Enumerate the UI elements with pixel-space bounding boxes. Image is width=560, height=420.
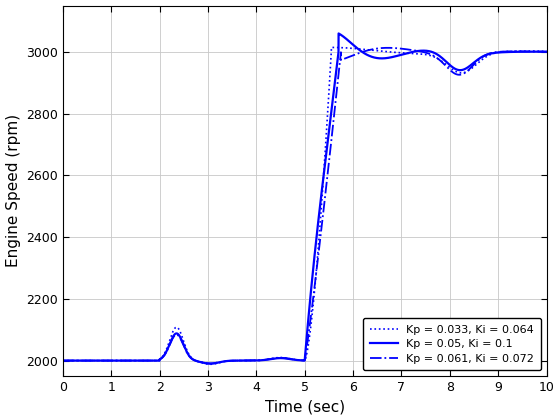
Kp = 0.061, Ki = 0.072 — [147, 358, 154, 363]
Kp = 0.033, Ki = 0.064 — [350, 46, 357, 51]
Kp = 0.033, Ki = 0.064 — [329, 45, 335, 50]
Kp = 0.05, Ki = 0.1 — [147, 358, 154, 363]
Kp = 0.033, Ki = 0.064 — [421, 52, 427, 57]
Kp = 0.05, Ki = 0.1 — [59, 358, 66, 363]
Kp = 0.061, Ki = 0.072 — [458, 72, 464, 77]
Kp = 0.05, Ki = 0.1 — [543, 49, 550, 54]
Kp = 0.05, Ki = 0.1 — [244, 358, 251, 363]
Line: Kp = 0.061, Ki = 0.072: Kp = 0.061, Ki = 0.072 — [63, 48, 547, 363]
Legend: Kp = 0.033, Ki = 0.064, Kp = 0.05, Ki = 0.1, Kp = 0.061, Ki = 0.072: Kp = 0.033, Ki = 0.064, Kp = 0.05, Ki = … — [363, 318, 541, 370]
Y-axis label: Engine Speed (rpm): Engine Speed (rpm) — [6, 114, 21, 268]
Kp = 0.061, Ki = 0.072 — [374, 46, 381, 51]
Kp = 0.033, Ki = 0.064 — [543, 49, 550, 54]
X-axis label: Time (sec): Time (sec) — [265, 399, 345, 415]
Kp = 0.05, Ki = 0.1 — [421, 48, 427, 53]
Kp = 0.033, Ki = 0.064 — [147, 358, 154, 363]
Kp = 0.033, Ki = 0.064 — [458, 71, 464, 76]
Kp = 0.033, Ki = 0.064 — [374, 48, 381, 53]
Line: Kp = 0.05, Ki = 0.1: Kp = 0.05, Ki = 0.1 — [63, 34, 547, 364]
Kp = 0.05, Ki = 0.1 — [207, 361, 214, 366]
Line: Kp = 0.033, Ki = 0.064: Kp = 0.033, Ki = 0.064 — [63, 47, 547, 364]
Kp = 0.033, Ki = 0.064 — [244, 358, 251, 363]
Kp = 0.061, Ki = 0.072 — [59, 358, 66, 363]
Kp = 0.061, Ki = 0.072 — [349, 53, 356, 58]
Kp = 0.033, Ki = 0.064 — [207, 362, 214, 367]
Kp = 0.05, Ki = 0.1 — [350, 42, 357, 47]
Kp = 0.05, Ki = 0.1 — [335, 31, 342, 36]
Kp = 0.05, Ki = 0.1 — [374, 55, 381, 60]
Kp = 0.061, Ki = 0.072 — [385, 45, 391, 50]
Kp = 0.061, Ki = 0.072 — [543, 49, 550, 54]
Kp = 0.033, Ki = 0.064 — [59, 358, 66, 363]
Kp = 0.061, Ki = 0.072 — [421, 50, 427, 55]
Kp = 0.061, Ki = 0.072 — [207, 361, 214, 366]
Kp = 0.061, Ki = 0.072 — [244, 358, 251, 363]
Kp = 0.05, Ki = 0.1 — [458, 68, 464, 73]
